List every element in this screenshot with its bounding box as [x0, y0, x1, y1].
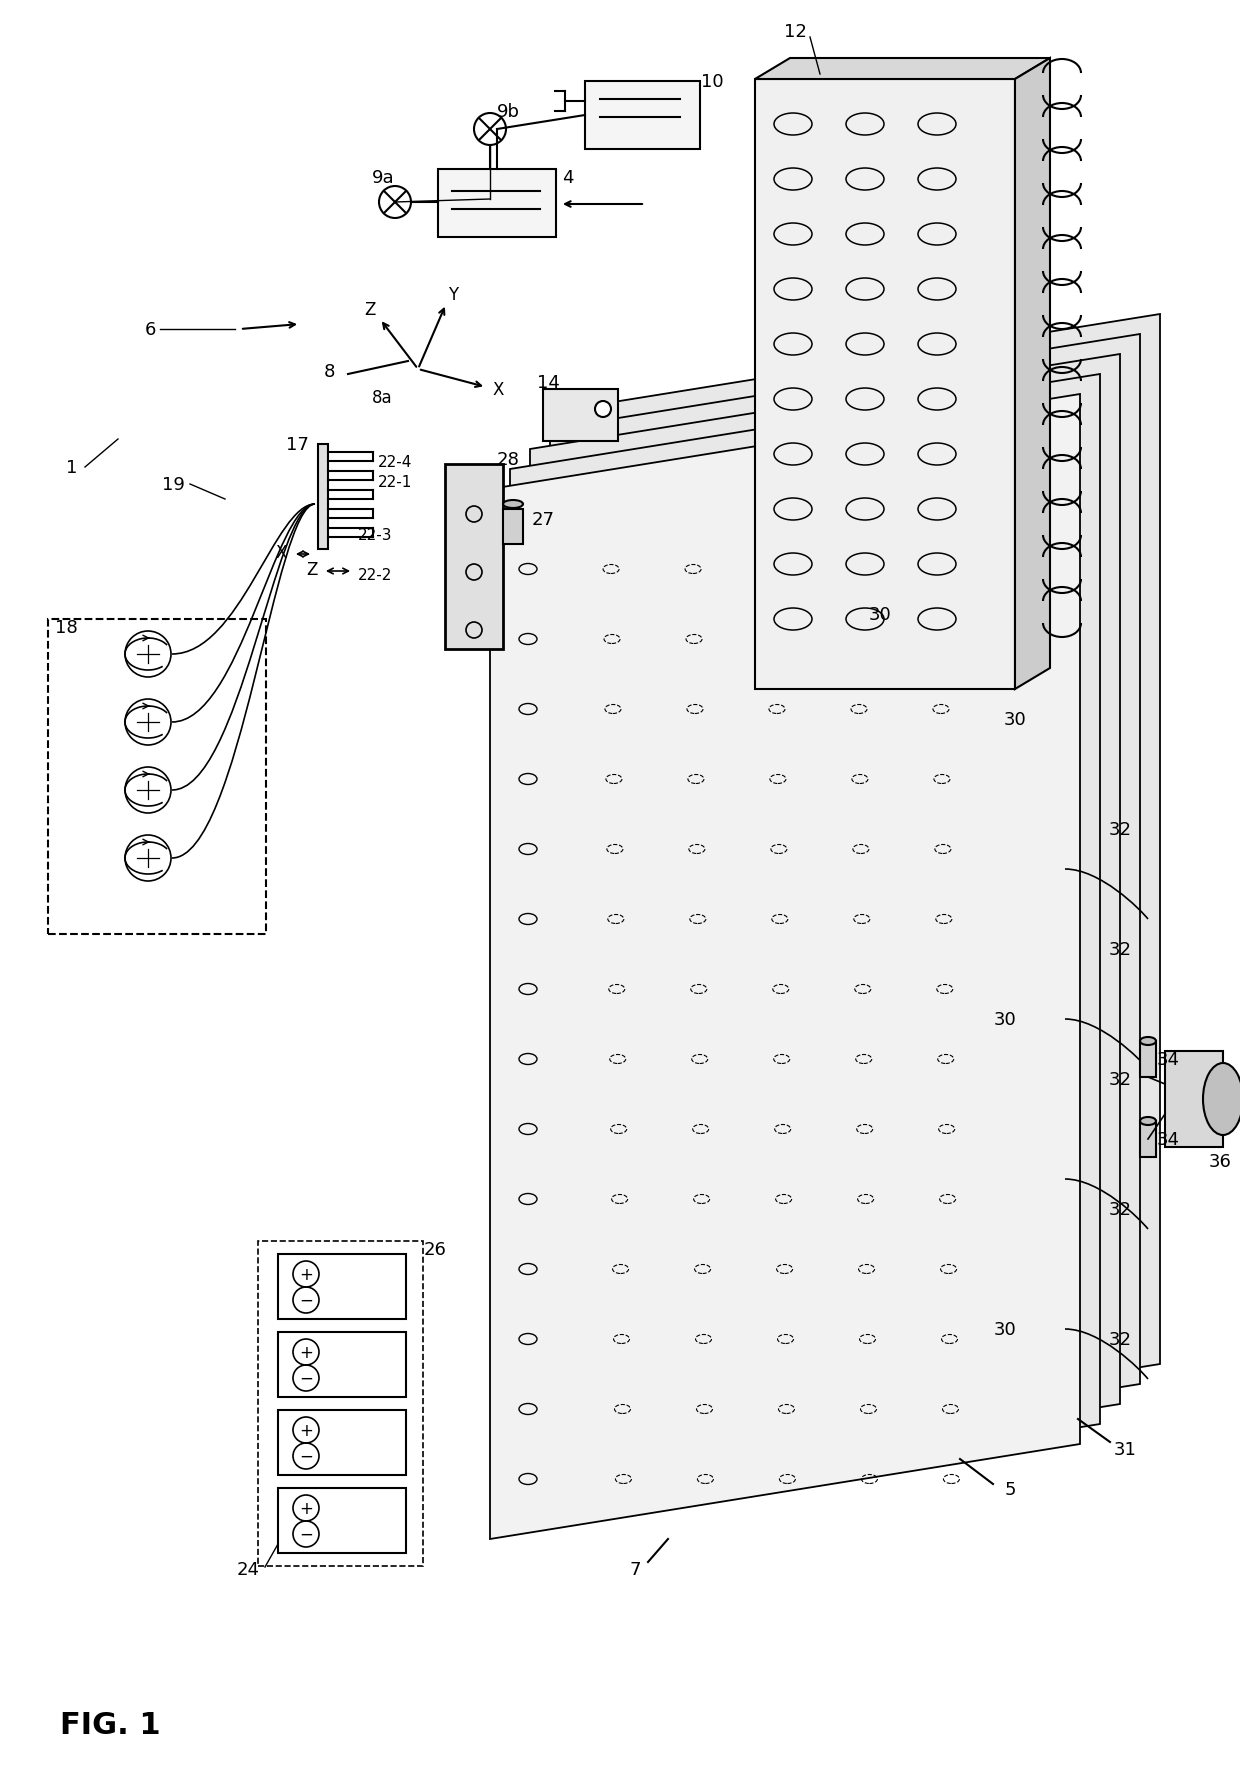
- Text: 32: 32: [1109, 1200, 1131, 1218]
- Polygon shape: [755, 59, 1050, 80]
- Bar: [48, 619, 267, 934]
- Text: 28: 28: [496, 450, 520, 468]
- Polygon shape: [755, 80, 1016, 690]
- Text: 22-1: 22-1: [378, 473, 413, 489]
- Text: 30: 30: [869, 606, 892, 624]
- Text: 22-4: 22-4: [378, 454, 413, 470]
- Text: −: −: [299, 1291, 312, 1308]
- Text: 1: 1: [66, 459, 78, 477]
- Text: 22-3: 22-3: [358, 527, 393, 543]
- Text: +: +: [299, 1266, 312, 1284]
- Polygon shape: [510, 374, 1100, 1519]
- Polygon shape: [529, 355, 1120, 1500]
- Text: FIG. 1: FIG. 1: [60, 1709, 161, 1739]
- Bar: [317, 445, 329, 550]
- Bar: [1166, 1051, 1223, 1147]
- Text: 22-2: 22-2: [358, 567, 392, 582]
- Text: 8a: 8a: [372, 388, 392, 406]
- Text: 18: 18: [55, 619, 78, 637]
- Text: 12: 12: [784, 23, 806, 41]
- Polygon shape: [570, 316, 1159, 1459]
- Text: 27: 27: [532, 511, 554, 528]
- Text: Z: Z: [306, 560, 317, 578]
- Ellipse shape: [1140, 1037, 1156, 1046]
- Bar: [278, 1410, 405, 1475]
- Text: X: X: [492, 381, 503, 399]
- Bar: [278, 1332, 405, 1397]
- Bar: [585, 82, 701, 151]
- Text: 4: 4: [562, 168, 574, 186]
- Text: 7: 7: [629, 1560, 641, 1578]
- Ellipse shape: [1203, 1064, 1240, 1135]
- Text: X: X: [275, 544, 286, 562]
- Text: +: +: [299, 1422, 312, 1440]
- Text: 30: 30: [993, 1011, 1017, 1028]
- Text: +: +: [299, 1500, 312, 1518]
- Text: 31: 31: [1114, 1440, 1136, 1457]
- Text: 34: 34: [1157, 1050, 1179, 1069]
- Text: Z: Z: [365, 301, 376, 319]
- Text: 32: 32: [1109, 1330, 1131, 1347]
- Bar: [258, 1241, 423, 1566]
- Bar: [1140, 1041, 1156, 1078]
- Text: −: −: [299, 1369, 312, 1386]
- Text: 32: 32: [1109, 821, 1131, 839]
- Text: −: −: [299, 1447, 312, 1464]
- Polygon shape: [1016, 59, 1050, 690]
- Text: 6: 6: [144, 321, 156, 339]
- Text: 32: 32: [1109, 1071, 1131, 1089]
- Polygon shape: [551, 335, 1140, 1479]
- Bar: [543, 390, 618, 441]
- Text: +: +: [299, 1344, 312, 1362]
- Ellipse shape: [595, 402, 611, 418]
- Bar: [278, 1254, 405, 1319]
- Text: 24: 24: [237, 1560, 260, 1578]
- Ellipse shape: [1140, 1117, 1156, 1126]
- Polygon shape: [490, 395, 1080, 1539]
- Text: 5: 5: [1004, 1480, 1016, 1498]
- Text: 17: 17: [285, 436, 309, 454]
- Text: 9a: 9a: [372, 168, 394, 186]
- Ellipse shape: [503, 500, 523, 509]
- Text: 36: 36: [1209, 1152, 1231, 1170]
- Bar: [438, 170, 556, 238]
- Bar: [445, 465, 503, 649]
- Bar: [503, 509, 523, 544]
- Text: 10: 10: [701, 73, 723, 90]
- Text: −: −: [299, 1525, 312, 1543]
- Text: 14: 14: [537, 374, 559, 392]
- Bar: [1140, 1121, 1156, 1158]
- Text: 30: 30: [1003, 711, 1027, 729]
- Text: 30: 30: [993, 1321, 1017, 1339]
- Text: Y: Y: [448, 285, 458, 303]
- Text: 34: 34: [1157, 1131, 1179, 1149]
- Text: 19: 19: [162, 475, 185, 493]
- Text: 32: 32: [1109, 940, 1131, 959]
- Text: 26: 26: [424, 1241, 446, 1259]
- Text: 9b: 9b: [496, 103, 520, 121]
- Bar: [278, 1488, 405, 1553]
- Text: 8: 8: [324, 363, 335, 381]
